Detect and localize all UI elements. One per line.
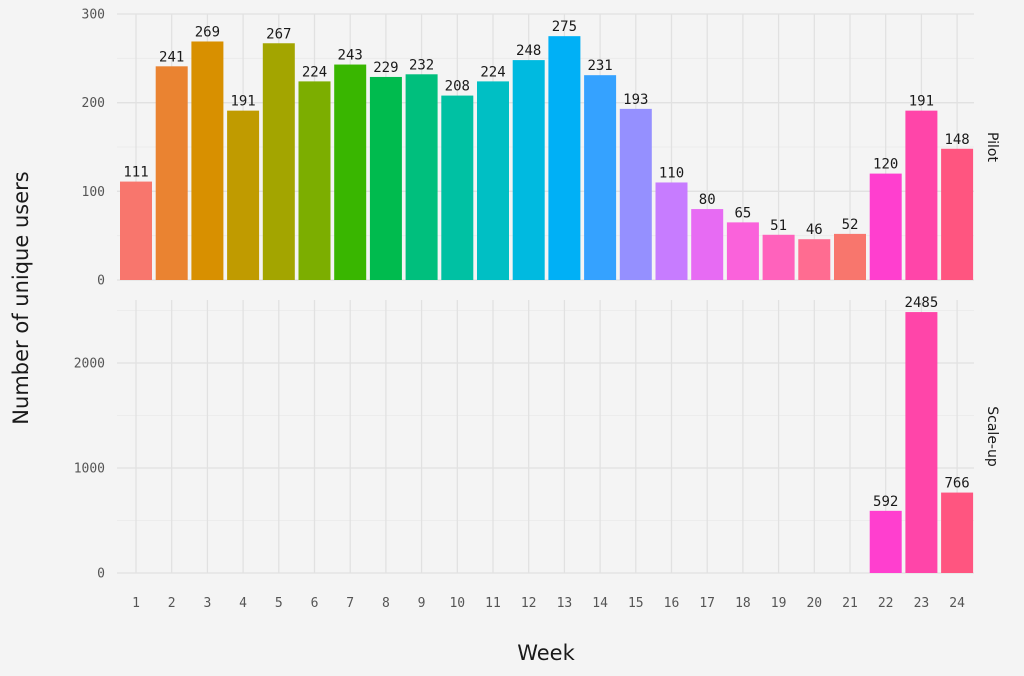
bar-week-4 (227, 110, 260, 280)
x-tick-label: 18 (735, 596, 751, 611)
x-tick-label: 9 (418, 596, 426, 611)
data-label-week-24: 148 (944, 132, 969, 148)
data-label-week-22: 120 (873, 157, 898, 173)
bar-week-2 (155, 66, 188, 281)
bar-week-11 (477, 81, 509, 281)
bar-week-10 (441, 95, 474, 280)
bar-week-7 (334, 64, 367, 280)
x-tick-label: 10 (449, 596, 465, 611)
data-label-week-5: 267 (266, 26, 291, 42)
facet-strip-label: Scale-up (984, 406, 1000, 467)
bar-week-1 (120, 181, 152, 280)
bar-week-8 (369, 76, 402, 280)
x-tick-label: 21 (842, 596, 858, 611)
bar-week-20 (798, 239, 831, 280)
x-tick-label: 23 (914, 596, 930, 611)
data-label-week-2: 241 (159, 49, 184, 65)
data-label-week-13: 275 (552, 19, 577, 35)
data-label-week-23: 191 (909, 94, 934, 110)
y-tick-label: 0 (97, 274, 105, 289)
bar-week-9 (405, 74, 438, 280)
bar-week-23 (905, 110, 938, 280)
bar-week-6 (298, 81, 331, 281)
y-tick-label: 1000 (74, 462, 105, 477)
bar-week-24 (941, 492, 974, 573)
x-tick-label: 12 (521, 596, 537, 611)
x-axis-layer: 1 2 3 4 5 6 7 8 9 10 11 12 13 14 15 16 17 18 19 20 21 22 23 24 (132, 596, 965, 611)
bar-week-23 (905, 312, 938, 573)
x-tick-label: 16 (664, 596, 680, 611)
x-tick-label: 2 (168, 596, 176, 611)
bar-week-22 (869, 173, 902, 280)
data-label-week-14: 231 (587, 58, 612, 74)
bar-week-14 (584, 75, 617, 281)
data-label-week-4: 191 (230, 94, 255, 110)
x-tick-label: 6 (311, 596, 319, 611)
y-tick-label: 2000 (74, 357, 105, 372)
y-axis-layer: 0 100 200 300 0 1000 2000 (74, 8, 105, 582)
bar-week-15 (619, 108, 652, 280)
data-label-week-10: 208 (445, 79, 470, 95)
bar-week-19 (762, 234, 795, 280)
bar-week-22 (869, 510, 902, 573)
data-label-week-22: 592 (873, 494, 898, 510)
bar-week-16 (655, 182, 688, 280)
strip-layer: Pilot Scale-up (984, 132, 1000, 467)
data-label-week-3: 269 (195, 24, 220, 40)
y-tick-label: 100 (82, 185, 105, 200)
x-tick-label: 13 (557, 596, 573, 611)
label-layer: 111 241 269 191 267 224 243 229 232 208 224 248 275 2… (123, 19, 969, 510)
y-axis-title: Number of unique users (9, 171, 33, 424)
data-label-week-1: 111 (123, 165, 148, 181)
x-tick-label: 17 (699, 596, 715, 611)
x-tick-label: 3 (203, 596, 211, 611)
y-tick-label: 0 (97, 567, 105, 582)
x-tick-label: 20 (806, 596, 822, 611)
data-label-week-19: 51 (770, 218, 787, 234)
data-label-week-12: 248 (516, 43, 541, 59)
bar-week-18 (726, 222, 759, 280)
y-tick-label: 200 (82, 96, 105, 111)
x-tick-label: 19 (771, 596, 787, 611)
x-tick-label: 1 (132, 596, 140, 611)
bar-layer (120, 36, 974, 573)
x-axis-title: Week (517, 641, 575, 665)
data-label-week-17: 80 (699, 192, 716, 208)
x-tick-label: 22 (878, 596, 894, 611)
data-label-week-16: 110 (659, 165, 684, 181)
x-tick-label: 8 (382, 596, 390, 611)
data-label-week-23: 2485 (905, 295, 939, 311)
facet-strip-label: Pilot (984, 132, 1000, 162)
data-label-week-9: 232 (409, 57, 434, 73)
bar-week-24 (941, 148, 974, 280)
x-tick-label: 7 (346, 596, 354, 611)
data-label-week-20: 46 (806, 222, 823, 238)
x-tick-label: 14 (592, 596, 608, 611)
x-tick-label: 5 (275, 596, 283, 611)
data-label-week-15: 193 (623, 92, 648, 108)
bar-week-17 (691, 209, 724, 280)
data-label-week-7: 243 (338, 48, 363, 64)
bar-week-5 (262, 43, 295, 281)
bar-week-13 (548, 36, 581, 280)
data-label-week-18: 65 (734, 205, 751, 221)
data-label-week-8: 229 (373, 60, 398, 76)
bar-week-21 (834, 233, 866, 280)
x-tick-label: 24 (949, 596, 965, 611)
x-tick-label: 11 (485, 596, 501, 611)
data-label-week-21: 52 (842, 217, 859, 233)
data-label-week-24: 766 (944, 476, 969, 492)
bar-week-12 (512, 60, 545, 281)
x-tick-label: 4 (239, 596, 247, 611)
x-tick-label: 15 (628, 596, 644, 611)
data-label-week-6: 224 (302, 64, 327, 80)
data-label-week-11: 224 (480, 64, 505, 80)
bar-week-3 (191, 41, 224, 281)
y-tick-label: 300 (82, 8, 105, 23)
